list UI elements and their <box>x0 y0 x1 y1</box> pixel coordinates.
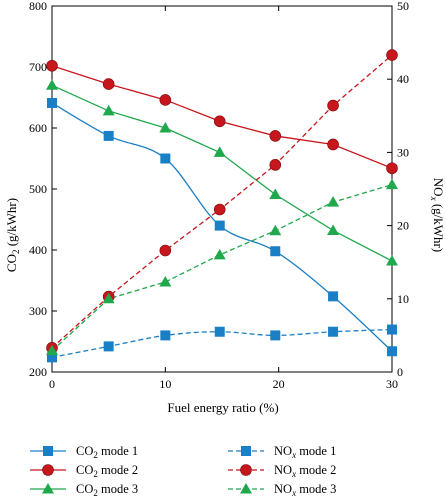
legend-label: CO2 mode 2 <box>76 463 138 479</box>
data-point-nox-mode-1 <box>214 326 225 337</box>
data-point-nox-mode-1 <box>103 341 114 352</box>
right-y-tick-label: 50 <box>397 0 409 13</box>
data-point-nox-mode-3 <box>213 248 226 260</box>
data-point-co2-mode-1 <box>270 246 281 257</box>
series-markers <box>46 49 398 363</box>
legend-label: CO2 mode 1 <box>76 444 138 460</box>
series-line-co2-mode-3 <box>51 84 393 262</box>
data-point-nox-mode-2 <box>386 49 398 61</box>
x-axis-title: Fuel energy ratio (%) <box>167 400 278 415</box>
data-point-nox-mode-2 <box>159 244 172 257</box>
data-point-co2-mode-1 <box>47 97 57 108</box>
left-y-tick-label: 300 <box>29 304 47 318</box>
data-point-co2-mode-2 <box>269 130 282 142</box>
right-y-tick-label: 40 <box>397 72 409 86</box>
legend-label: CO2 mode 3 <box>76 482 138 498</box>
plot-border <box>51 5 393 373</box>
data-point-nox-mode-3 <box>386 178 398 190</box>
data-point-co2-mode-3 <box>46 79 58 90</box>
data-point-nox-mode-3 <box>269 224 282 236</box>
legend-marker <box>43 446 53 456</box>
data-point-co2-mode-3 <box>213 146 226 157</box>
legend-marker <box>240 483 252 494</box>
legend-item: NOx mode 2 <box>228 463 336 479</box>
data-point-nox-mode-3 <box>102 292 115 304</box>
data-point-nox-mode-1 <box>328 326 339 337</box>
x-tick-label: 0 <box>49 377 55 391</box>
left-y-tick-label: 700 <box>29 60 47 74</box>
left-y-tick-label: 200 <box>29 365 47 379</box>
legend-label: NOx mode 1 <box>274 444 336 460</box>
data-point-co2-mode-2 <box>213 115 226 128</box>
data-point-co2-mode-2 <box>159 94 172 106</box>
data-point-co2-mode-3 <box>102 104 115 116</box>
data-point-co2-mode-1 <box>214 220 225 231</box>
right-y-tick-label: 30 <box>397 145 409 159</box>
right-y-tick-label: 10 <box>397 292 409 306</box>
left-y-axis-title: CO2 (g/kWhr) <box>4 198 21 272</box>
data-point-co2-mode-1 <box>387 346 397 357</box>
axis-ticks: 0 10 20 30 200 300 400 500 600 700 800 0 10 20 30 40 50 <box>29 0 409 391</box>
legend-marker <box>42 483 54 494</box>
legend-item: NOx mode 3 <box>228 482 336 498</box>
data-point-co2-mode-2 <box>46 59 58 72</box>
legend: CO2 mode 1 CO2 mode 2 CO2 mode 3 NOx mode 1… <box>30 444 336 498</box>
right-y-tick-label: 0 <box>397 365 403 379</box>
legend-marker <box>42 464 54 476</box>
data-point-nox-mode-1 <box>270 330 281 341</box>
data-point-nox-mode-3 <box>327 196 340 207</box>
right-y-axis-title: NOx (g/kWhr) <box>429 178 446 252</box>
legend-label: NOx mode 2 <box>274 463 336 479</box>
legend-label: NOx mode 3 <box>274 482 336 498</box>
left-y-axis-title-unit: (g/kWhr) <box>4 198 19 250</box>
legend-item: CO2 mode 1 <box>30 444 138 460</box>
data-point-co2-mode-3 <box>327 224 340 235</box>
data-point-co2-mode-2 <box>102 78 115 90</box>
data-point-co2-mode-3 <box>386 254 398 266</box>
right-y-axis-title-unit: (g/kWhr) <box>431 201 446 253</box>
data-point-nox-mode-3 <box>159 275 172 287</box>
right-y-axis-title-sub: x <box>429 196 439 201</box>
right-y-tick-label: 20 <box>397 219 409 233</box>
x-tick-label: 10 <box>159 377 171 391</box>
data-point-nox-mode-2 <box>269 159 282 171</box>
data-point-nox-mode-2 <box>213 203 226 216</box>
data-point-co2-mode-1 <box>103 130 114 141</box>
data-point-nox-mode-1 <box>47 352 57 363</box>
legend-item: NOx mode 1 <box>228 444 336 460</box>
left-y-axis-title-base: CO <box>4 254 19 272</box>
data-point-nox-mode-3 <box>46 344 58 356</box>
data-point-co2-mode-1 <box>160 153 171 164</box>
left-y-axis-title-sub: 2 <box>11 250 21 255</box>
left-y-tick-label: 500 <box>29 182 47 196</box>
data-point-co2-mode-1 <box>328 291 339 302</box>
legend-item: CO2 mode 2 <box>30 463 138 479</box>
legend-marker <box>241 446 251 456</box>
left-y-tick-label: 600 <box>29 121 47 135</box>
data-point-nox-mode-1 <box>160 330 171 341</box>
x-tick-label: 20 <box>273 377 285 391</box>
data-point-co2-mode-3 <box>269 188 282 199</box>
x-tick-label: 30 <box>386 377 398 391</box>
data-point-nox-mode-1 <box>387 324 397 335</box>
plot-frame <box>51 5 393 373</box>
data-point-co2-mode-2 <box>386 162 398 175</box>
right-y-axis-title-base: NO <box>431 178 446 197</box>
legend-marker <box>240 464 252 476</box>
data-point-co2-mode-2 <box>327 138 339 151</box>
left-y-tick-label: 800 <box>29 0 47 13</box>
legend-item: CO2 mode 3 <box>30 482 138 498</box>
left-y-tick-label: 400 <box>29 243 47 257</box>
data-point-nox-mode-2 <box>327 99 339 112</box>
data-point-co2-mode-3 <box>159 122 172 133</box>
